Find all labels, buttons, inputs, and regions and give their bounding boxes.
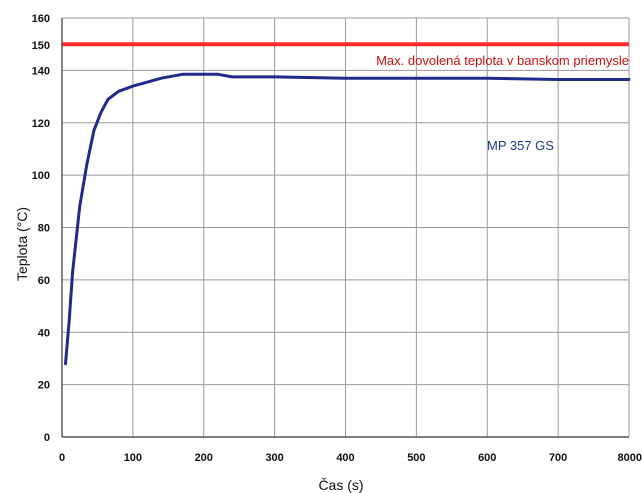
x-tick-label: 200	[195, 452, 213, 464]
y-tick-label: 80	[38, 223, 50, 235]
x-tick-label: 8000	[618, 452, 642, 464]
series-label: MP 357 GS	[487, 138, 554, 153]
x-tick-label: 600	[478, 452, 496, 464]
x-tick-label: 400	[336, 452, 354, 464]
annotations: 150 Max. dovolená teplota v banskom priem…	[32, 40, 629, 153]
y-tick-label: 40	[38, 327, 50, 339]
y-tick-label: 0	[44, 432, 50, 444]
max-temperature-annotation: Max. dovolená teplota v banskom priemysl…	[376, 53, 629, 68]
series	[64, 72, 631, 366]
y-tick-label: 60	[38, 275, 50, 287]
x-tick-label: 500	[407, 452, 425, 464]
y-tick-label: 100	[32, 170, 50, 182]
y-tick-label: 140	[32, 65, 50, 77]
series-line-mp-357-gs	[64, 72, 631, 366]
y-tick-labels: 0 20 40 60 80 100 120 140 160	[32, 13, 50, 444]
y-tick-label: 160	[32, 13, 50, 25]
reference-value-label: 150	[32, 40, 50, 52]
grid	[62, 17, 630, 437]
x-tick-label: 300	[265, 452, 283, 464]
x-axis-title: Čas (s)	[318, 477, 363, 493]
x-tick-labels: 0 100 200 300 400 500 600 700 8000	[59, 452, 642, 464]
x-tick-label: 0	[59, 452, 65, 464]
x-tick-label: 700	[549, 452, 567, 464]
y-tick-label: 120	[32, 118, 50, 130]
y-axis-title: Teplota (°C)	[14, 207, 30, 281]
y-tick-label: 20	[38, 380, 50, 392]
x-tick-label: 100	[124, 452, 142, 464]
axes	[61, 18, 629, 438]
